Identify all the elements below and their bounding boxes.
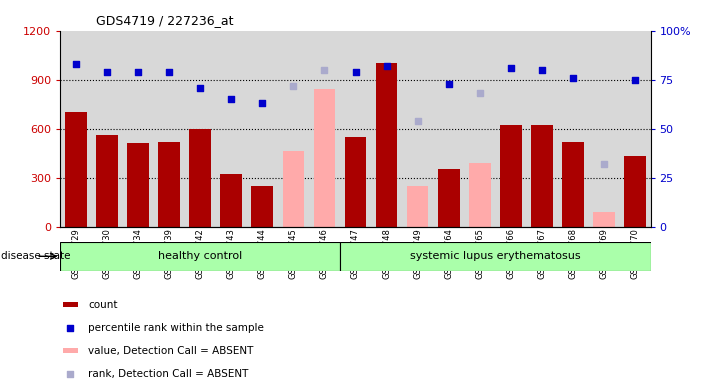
Bar (282, 152, 304, 227)
Bar (589, 31, 619, 227)
Point (443, 81, 454, 87)
Point (629, 77, 641, 83)
Bar (526, 31, 557, 227)
Bar (215, 31, 247, 227)
Bar (375, 63, 397, 227)
Point (132, 69, 144, 75)
Point (195, 84, 206, 91)
Point (381, 63, 392, 69)
Bar (402, 31, 433, 227)
Bar (340, 31, 371, 227)
Bar (345, 137, 366, 227)
Bar (252, 186, 273, 227)
Bar (496, 31, 526, 227)
Bar (562, 142, 584, 227)
Bar (122, 31, 154, 227)
Bar (60, 242, 340, 271)
Point (257, 100, 268, 106)
Bar (96, 135, 118, 227)
Bar (247, 31, 278, 227)
Bar (371, 31, 402, 227)
Point (65, 371, 76, 377)
Text: count: count (88, 300, 117, 310)
Bar (438, 169, 459, 227)
Text: systemic lupus erythematosus: systemic lupus erythematosus (410, 251, 581, 262)
Point (65, 324, 76, 331)
Text: rank, Detection Call = ABSENT: rank, Detection Call = ABSENT (88, 369, 249, 379)
Text: percentile rank within the sample: percentile rank within the sample (88, 323, 264, 333)
Bar (531, 126, 552, 227)
Point (505, 65, 516, 71)
Text: GDS4719 / 227236_at: GDS4719 / 227236_at (96, 14, 233, 27)
Text: value, Detection Call = ABSENT: value, Detection Call = ABSENT (88, 346, 254, 356)
Point (319, 67, 330, 73)
Bar (619, 31, 651, 227)
Point (474, 90, 486, 96)
Text: healthy control: healthy control (158, 251, 242, 262)
Point (412, 118, 423, 124)
Bar (63, 302, 78, 307)
Point (102, 69, 113, 75)
Bar (92, 31, 122, 227)
Bar (220, 174, 242, 227)
Point (350, 69, 361, 75)
Bar (278, 31, 309, 227)
Bar (407, 186, 429, 227)
Point (70, 61, 82, 67)
Bar (60, 31, 92, 227)
Point (164, 69, 175, 75)
Bar (340, 242, 651, 271)
Bar (500, 126, 522, 227)
Text: disease state: disease state (1, 251, 70, 262)
Bar (63, 348, 78, 353)
Bar (433, 31, 464, 227)
Point (288, 83, 299, 89)
Bar (464, 31, 496, 227)
Bar (154, 31, 185, 227)
Point (225, 96, 237, 103)
Point (536, 67, 547, 73)
Bar (127, 143, 149, 227)
Bar (469, 163, 491, 227)
Bar (593, 212, 615, 227)
Point (567, 74, 579, 81)
Bar (557, 31, 589, 227)
Bar (314, 89, 336, 227)
Bar (309, 31, 340, 227)
Bar (185, 31, 215, 227)
Bar (65, 112, 87, 227)
Bar (189, 129, 211, 227)
Bar (159, 142, 180, 227)
Bar (624, 156, 646, 227)
Point (598, 161, 609, 167)
